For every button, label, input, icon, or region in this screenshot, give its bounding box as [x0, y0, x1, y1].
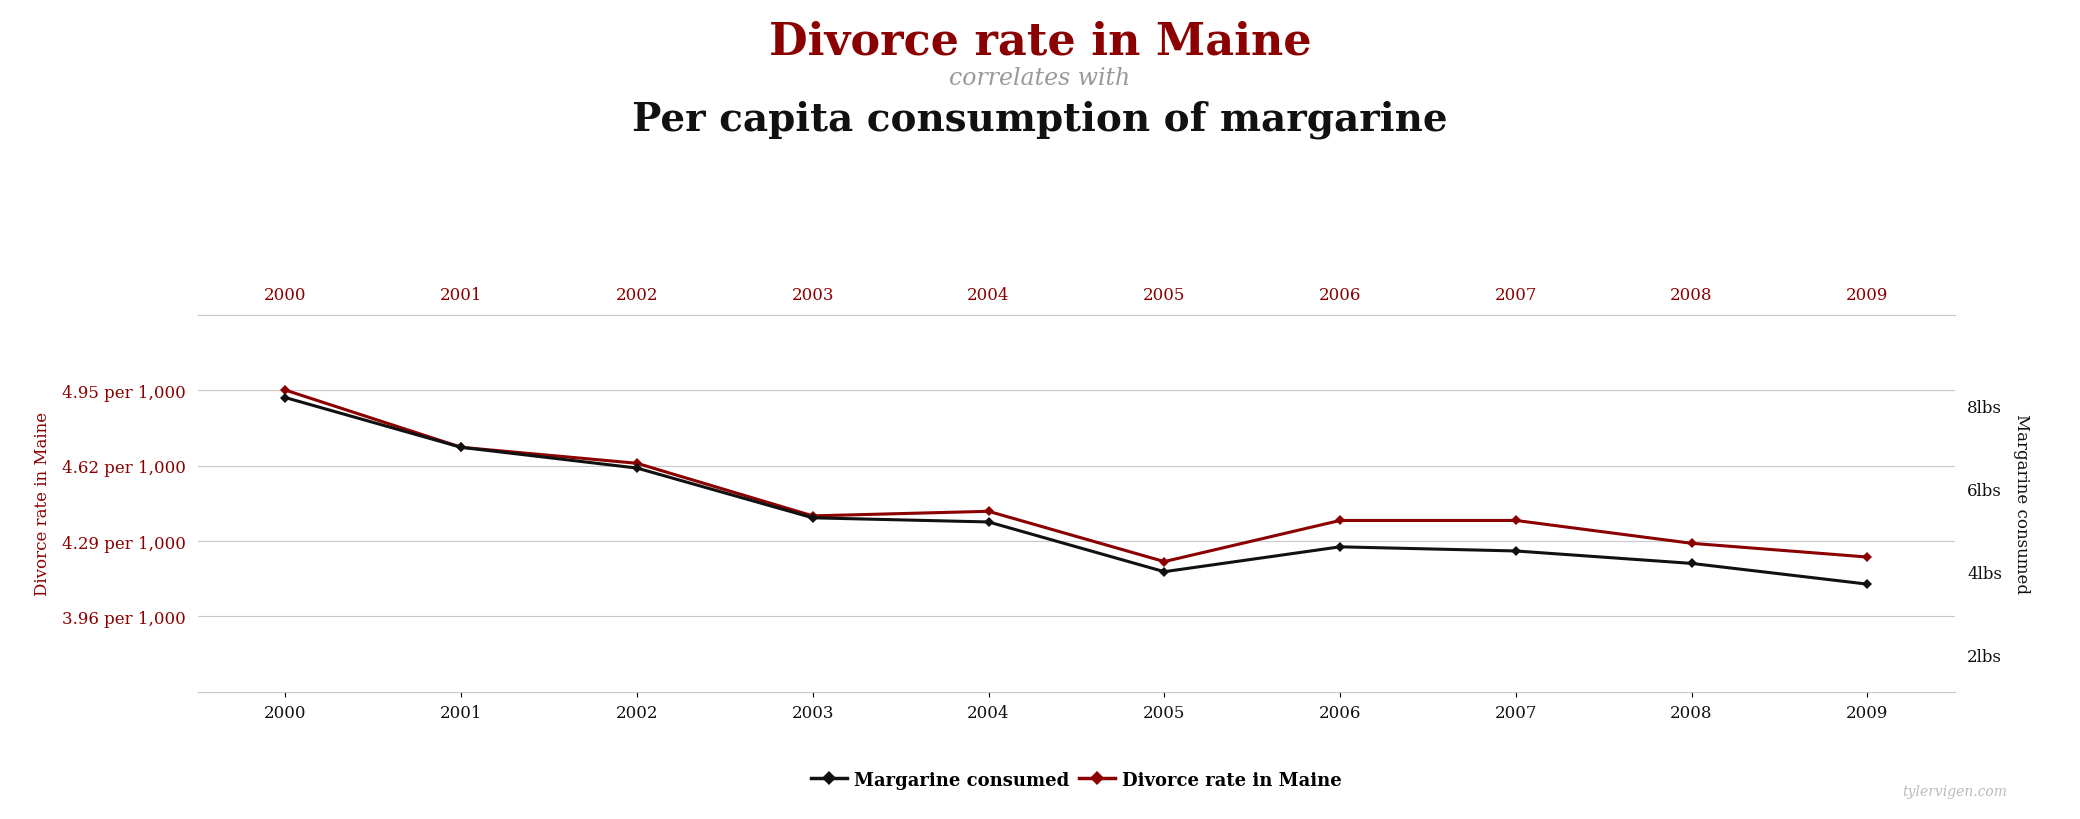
Text: Per capita consumption of margarine: Per capita consumption of margarine	[632, 100, 1448, 138]
Y-axis label: Margarine consumed: Margarine consumed	[2013, 414, 2030, 594]
Y-axis label: Divorce rate in Maine: Divorce rate in Maine	[33, 412, 50, 595]
Text: Divorce rate in Maine: Divorce rate in Maine	[770, 20, 1310, 63]
Legend: Margarine consumed, Divorce rate in Maine: Margarine consumed, Divorce rate in Main…	[803, 763, 1350, 796]
Text: tylervigen.com: tylervigen.com	[1903, 785, 2007, 799]
Text: correlates with: correlates with	[948, 67, 1132, 90]
